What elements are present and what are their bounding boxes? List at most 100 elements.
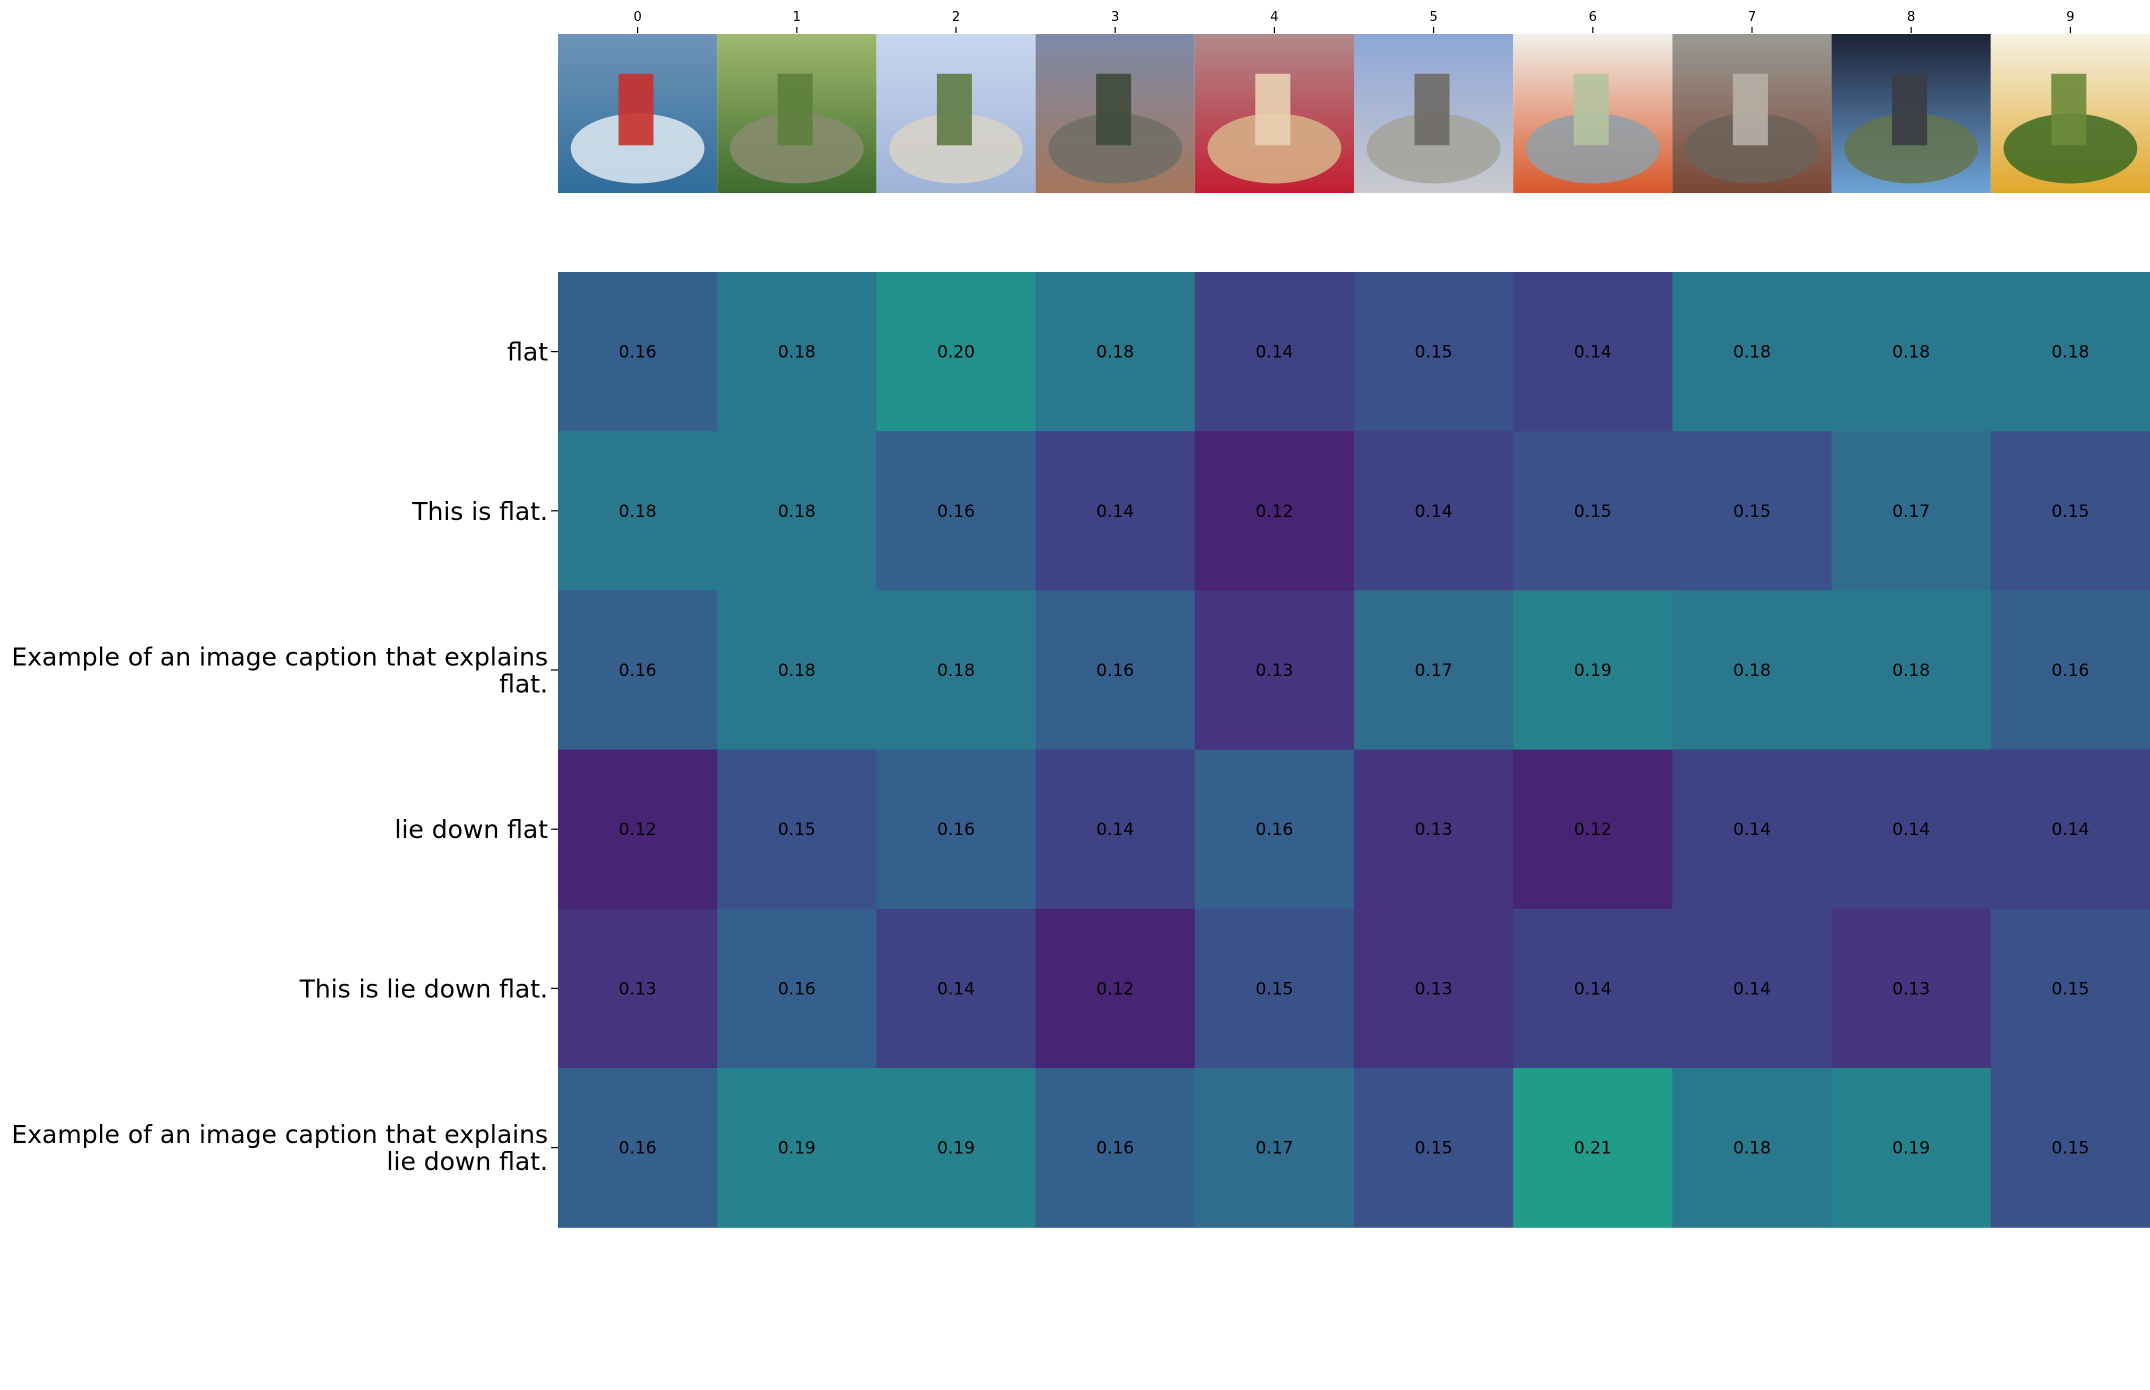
heatmap-cell <box>1035 431 1196 591</box>
column-tick-label: 9 <box>2066 10 2074 25</box>
cell-value-label: 0.18 <box>1733 343 1771 363</box>
cell-value-label: 0.18 <box>1892 343 1930 363</box>
cell-value-label: 0.13 <box>619 979 657 999</box>
heatmap-cell <box>1354 908 1514 1069</box>
heatmap-cell <box>1672 272 1833 432</box>
cell-value-label: 0.13 <box>1892 979 1930 999</box>
cell-value-label: 0.15 <box>1733 502 1771 522</box>
heatmap-cell <box>1035 272 1196 432</box>
row-tick-group: flat This is flat. Example of an image cap… <box>11 338 558 1176</box>
heatmap-cell <box>558 908 718 1069</box>
heatmap-cell <box>1831 272 1992 432</box>
cell-value-label: 0.17 <box>1892 502 1930 522</box>
cell-value-label: 0.18 <box>778 343 816 363</box>
cell-value-label: 0.16 <box>1096 1139 1134 1159</box>
cell-value-label: 0.14 <box>1733 979 1771 999</box>
column-tick-group: 0 1 2 3 4 5 6 7 8 9 <box>633 10 2075 33</box>
botanical-flower-illustration-icon <box>1990 34 2150 193</box>
row-label: Example of an image caption that explain… <box>11 1120 548 1149</box>
heatmap-cell <box>1513 431 1673 591</box>
heatmap-cell <box>1672 590 1833 751</box>
column-tick-label: 8 <box>1907 10 1915 25</box>
cell-value-label: 0.14 <box>1096 820 1134 840</box>
cell-value-label: 0.16 <box>937 502 975 522</box>
cell-value-label: 0.12 <box>619 820 657 840</box>
heatmap-cell <box>1035 1068 1196 1228</box>
rusty-locomotive-icon <box>1672 34 1832 193</box>
cell-value-label: 0.17 <box>1415 661 1453 681</box>
column-image-thumbnails <box>558 34 2150 193</box>
cell-value-label: 0.15 <box>1415 343 1453 363</box>
cell-value-label: 0.14 <box>1415 502 1453 522</box>
heatmap-cell <box>1354 749 1514 910</box>
heatmap-cell <box>1990 431 2150 591</box>
heatmap-cell-labels: 0.16 0.18 0.20 0.18 0.14 0.15 0.14 0.18 0.18 0.18… <box>619 343 2090 1159</box>
heatmap-cell <box>1354 272 1514 432</box>
cell-value-label: 0.19 <box>1892 1139 1930 1159</box>
heatmap-cell <box>1035 590 1196 751</box>
cell-value-label: 0.17 <box>1255 1139 1293 1159</box>
column-tick-label: 7 <box>1748 10 1756 25</box>
heatmap-cell <box>876 272 1037 432</box>
heatmap-cell <box>717 1068 877 1228</box>
cell-value-label: 0.16 <box>2051 661 2089 681</box>
heatmap-cell <box>717 749 877 910</box>
row-label: This is lie down flat. <box>299 974 548 1003</box>
heatmap-cell <box>717 431 877 591</box>
cell-value-label: 0.16 <box>1096 661 1134 681</box>
cell-value-label: 0.21 <box>1574 1139 1612 1159</box>
cell-value-label: 0.18 <box>1096 343 1134 363</box>
cell-value-label: 0.12 <box>1255 502 1293 522</box>
person-lying-on-board-icon <box>1194 34 1354 193</box>
heatmap-cell <box>558 431 718 591</box>
cell-value-label: 0.16 <box>1255 820 1293 840</box>
heatmap-cell <box>1831 908 1992 1069</box>
heatmap-cell <box>1354 590 1514 751</box>
cell-value-label: 0.15 <box>1574 502 1612 522</box>
cell-value-label: 0.18 <box>2051 343 2089 363</box>
heatmap-cell <box>1194 431 1355 591</box>
cell-value-label: 0.15 <box>2051 502 2089 522</box>
row-label: flat <box>507 338 548 367</box>
heatmap-cells <box>558 272 2150 1228</box>
cell-value-label: 0.15 <box>2051 979 2089 999</box>
cell-value-label: 0.15 <box>778 820 816 840</box>
heatmap-cell <box>1672 1068 1833 1228</box>
row-label: flat. <box>499 670 548 699</box>
heatmap-cell <box>1990 590 2150 751</box>
heatmap-cell <box>1513 1068 1673 1228</box>
cell-value-label: 0.12 <box>1574 820 1612 840</box>
cell-value-label: 0.13 <box>1415 979 1453 999</box>
heatmap-cell <box>1194 1068 1355 1228</box>
cell-value-label: 0.19 <box>937 1139 975 1159</box>
column-tick-label: 5 <box>1429 10 1437 25</box>
heatmap-cell <box>1990 908 2150 1069</box>
heatmap-cell <box>1194 908 1355 1069</box>
row-label: lie down flat. <box>387 1147 548 1176</box>
cell-value-label: 0.15 <box>1415 1139 1453 1159</box>
column-tick-label: 3 <box>1111 10 1119 25</box>
heatmap-cell <box>1831 1068 1992 1228</box>
heatmap-cell <box>876 908 1037 1069</box>
cell-value-label: 0.14 <box>1892 820 1930 840</box>
stone-arches-mountain-icon <box>1831 34 1991 193</box>
cell-value-label: 0.18 <box>937 661 975 681</box>
heatmap-cell <box>1035 908 1196 1069</box>
heatmap-cell <box>1672 749 1833 910</box>
heatmap-cell <box>1354 1068 1514 1228</box>
cell-value-label: 0.16 <box>937 820 975 840</box>
heatmap-cell <box>1672 431 1833 591</box>
cell-value-label: 0.13 <box>1255 661 1293 681</box>
heatmap-cell <box>1990 749 2150 910</box>
heatmap-cell <box>1831 590 1992 751</box>
heatmap-cell <box>717 272 877 432</box>
hillside-village-icon <box>876 34 1036 193</box>
row-label: Example of an image caption that explain… <box>11 643 548 672</box>
heatmap-cell <box>1035 749 1196 910</box>
old-stone-building-icon <box>1035 34 1195 193</box>
heatmap-cell <box>1194 749 1355 910</box>
heatmap-cell <box>1990 1068 2150 1228</box>
heatmap-cell <box>1354 431 1514 591</box>
cell-value-label: 0.18 <box>778 661 816 681</box>
column-tick-label: 2 <box>952 10 960 25</box>
